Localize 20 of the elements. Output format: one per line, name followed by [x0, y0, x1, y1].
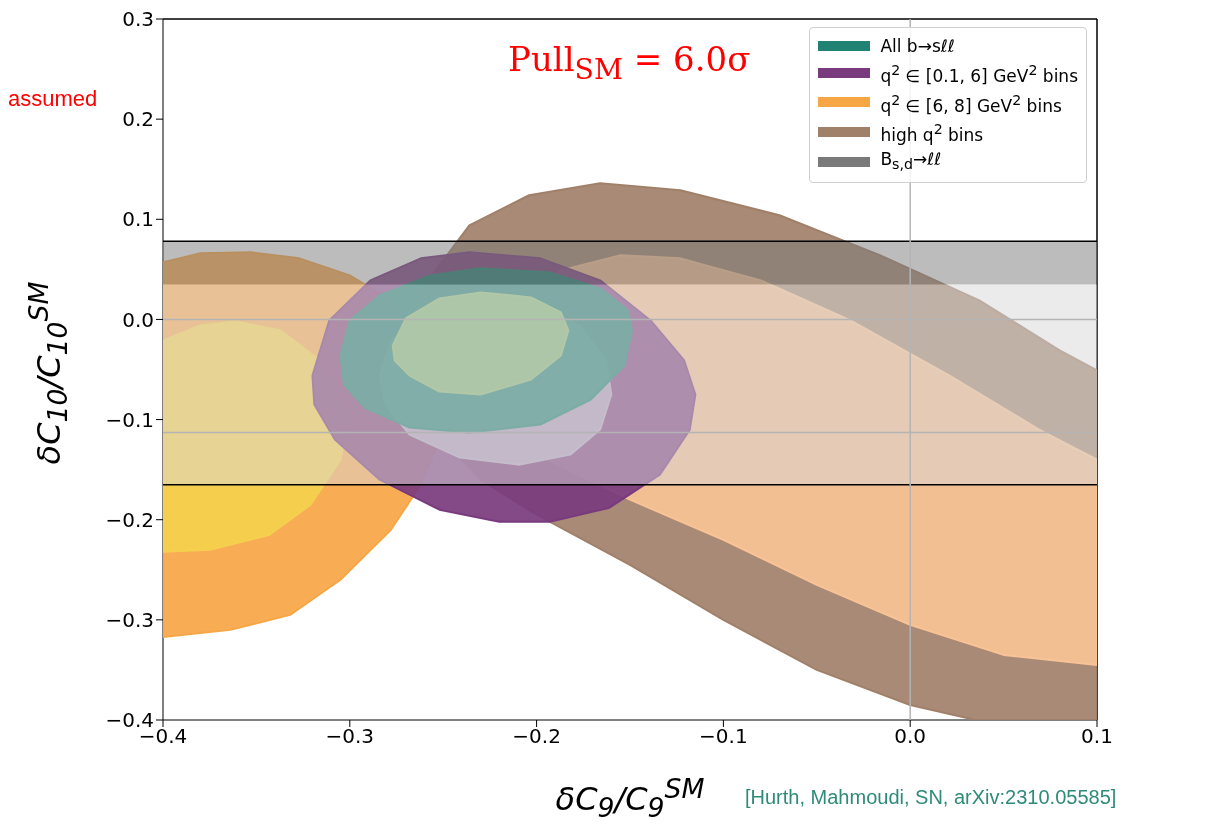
- x-tick-label: 0.0: [894, 724, 927, 749]
- text: [Hurth, Mahmoudi, SN, arXiv:2310.05585]: [745, 786, 1117, 808]
- y-tick-label: −0.3: [105, 607, 154, 632]
- legend-label: B$_{s,d}$→ℓℓ: [880, 147, 942, 175]
- x-tick-label: 0.1: [1081, 724, 1113, 749]
- legend-label: high q$^{2}$ bins: [880, 120, 984, 147]
- y-tick-label: 0.3: [122, 7, 154, 32]
- y-tick-label: 0.2: [122, 107, 154, 132]
- y-tick-label: 0.0: [122, 307, 154, 332]
- legend-label: All b→sℓℓ: [880, 35, 955, 58]
- legend-label: q$^{2}$ ∈ [6, 8] GeV$^{2}$ bins: [880, 90, 1062, 118]
- x-tick-label: −0.3: [325, 724, 375, 749]
- x-tick-label: −0.2: [512, 724, 561, 749]
- y-tick-label: −0.1: [105, 407, 154, 432]
- y-tick-label: −0.2: [105, 507, 154, 532]
- y-tick-label: 0.1: [122, 207, 154, 232]
- text: assumed: [8, 86, 98, 111]
- x-tick-label: −0.1: [699, 724, 748, 749]
- legend-label: q$^{2}$ ∈ [0.1, 6] GeV$^{2}$ bins: [880, 61, 1078, 88]
- annotation: Pull$_{SM}$ = 6.0σ: [508, 39, 751, 86]
